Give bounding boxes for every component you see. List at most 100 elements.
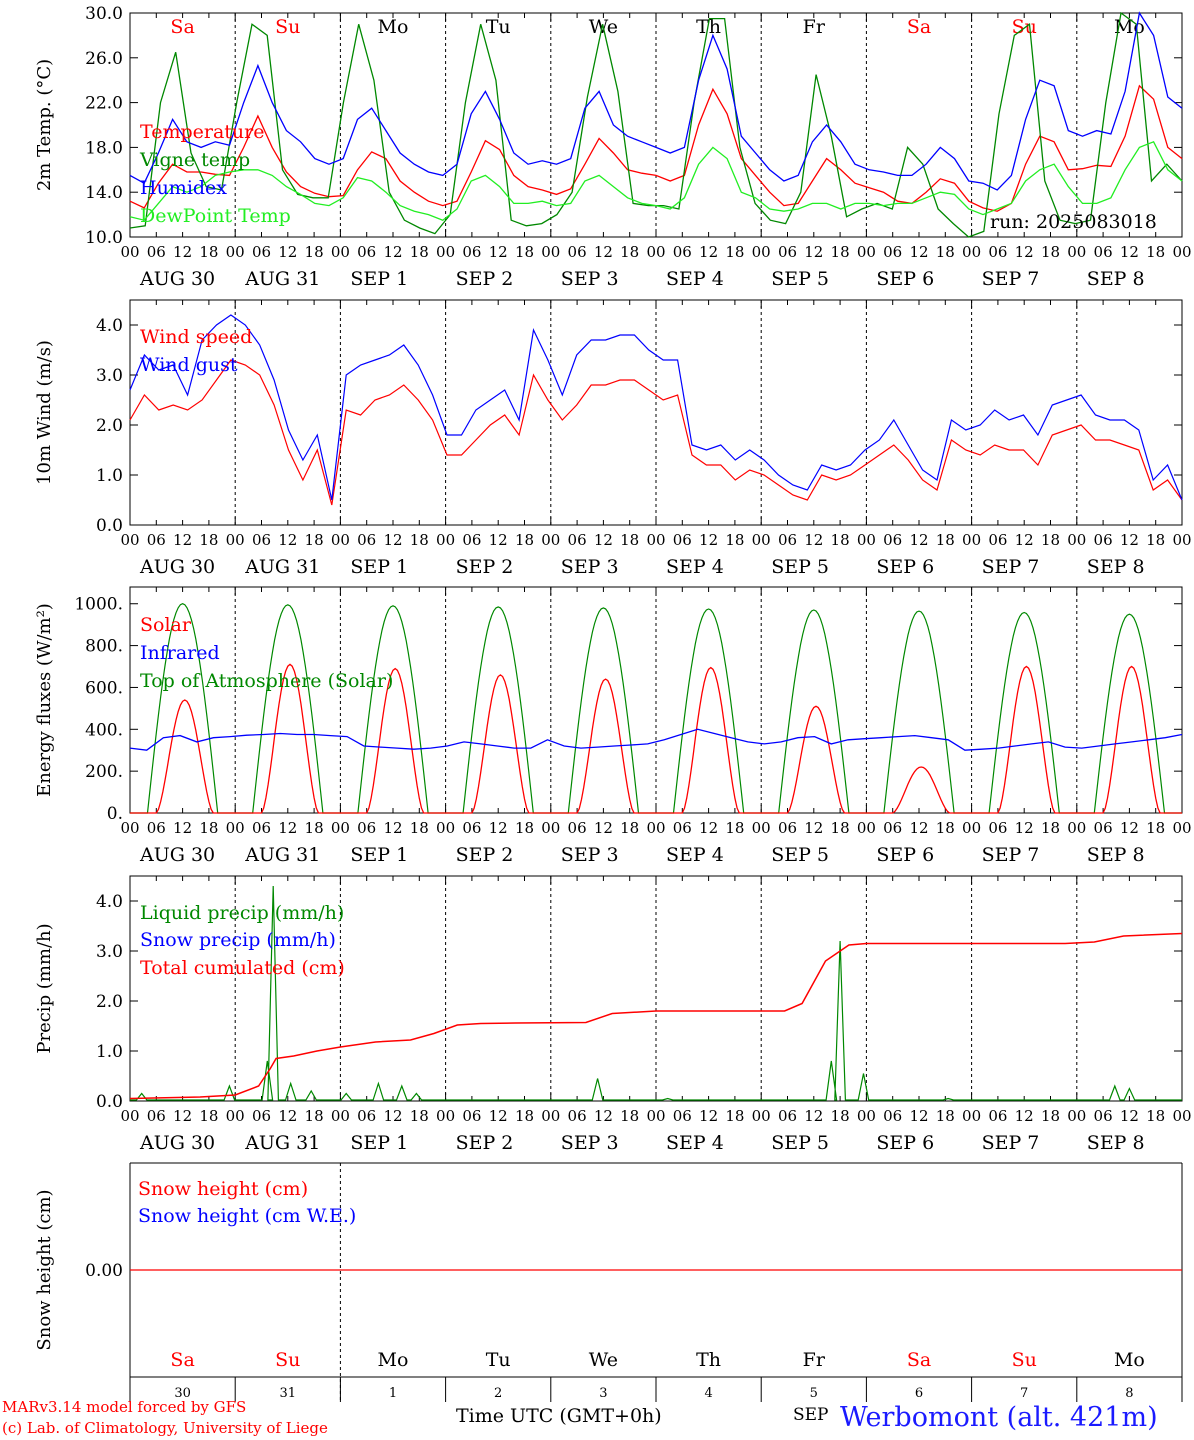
- hour-tick-label: 18: [410, 819, 429, 837]
- y-axis-label: Energy fluxes (W/m²): [34, 603, 55, 797]
- hour-tick-label: 12: [278, 1107, 297, 1125]
- copyright-credit: (c) Lab. of Climatology, University of L…: [2, 1419, 328, 1437]
- y-tick-label: 400.: [85, 720, 123, 740]
- hour-tick-label: 06: [673, 1107, 692, 1125]
- date-label: SEP 2: [456, 844, 514, 866]
- panel-3: 00 06 12 18 00 06 12 18 00 06 12 18 00 06 12 18 00 06 12 18…: [34, 586, 1192, 866]
- hour-tick-label: 18: [831, 531, 850, 549]
- hour-tick-label: 06: [568, 243, 587, 261]
- series-line: [130, 663, 1182, 814]
- hour-tick-label: 00: [1067, 819, 1086, 837]
- hour-tick-label: 00: [436, 819, 455, 837]
- hour-tick-label: 12: [173, 531, 192, 549]
- day-name: Tu: [486, 16, 511, 38]
- hour-tick-label: 18: [620, 1107, 639, 1125]
- date-label: SEP 5: [771, 268, 829, 290]
- day-name: Fr: [803, 16, 826, 38]
- hour-tick-label: 06: [1094, 1107, 1113, 1125]
- hour-tick-label: 06: [357, 531, 376, 549]
- hour-tick-label: 18: [1041, 819, 1060, 837]
- hour-tick-label: 06: [147, 819, 166, 837]
- hour-tick-label: 06: [1094, 243, 1113, 261]
- legend-entry: Total cumulated (cm): [140, 957, 345, 979]
- hour-tick-label: 18: [936, 819, 955, 837]
- date-label: SEP 1: [350, 268, 408, 290]
- day-name: Sa: [907, 1349, 931, 1371]
- legend-entry: DewPoint Temp: [140, 205, 291, 227]
- date-label: SEP 8: [1087, 1132, 1145, 1154]
- date-label: SEP 7: [982, 844, 1040, 866]
- hour-tick-label: 06: [462, 243, 481, 261]
- legend-entry: Vigne temp: [139, 149, 250, 171]
- hour-tick-label: 12: [278, 243, 297, 261]
- date-label: AUG 30: [139, 844, 215, 866]
- hour-tick-label: 00: [1067, 531, 1086, 549]
- legend-entry: Solar: [140, 614, 192, 636]
- day-name: Sa: [170, 1349, 194, 1371]
- day-name: Su: [275, 16, 300, 38]
- hour-tick-label: 06: [988, 819, 1007, 837]
- date-label: AUG 31: [244, 268, 320, 290]
- y-tick-label: 18.0: [85, 138, 123, 158]
- hour-tick-label: 00: [226, 819, 245, 837]
- hour-tick-label: 00: [752, 1107, 771, 1125]
- hour-tick-label: 18: [410, 243, 429, 261]
- hour-tick-label: 18: [1041, 531, 1060, 549]
- day-number: 30: [174, 1386, 191, 1401]
- hour-tick-label: 12: [699, 243, 718, 261]
- hour-tick-label: 18: [515, 243, 534, 261]
- hour-tick-label: 06: [568, 1107, 587, 1125]
- hour-tick-label: 18: [831, 243, 850, 261]
- hour-tick-label: 00: [857, 1107, 876, 1125]
- hour-tick-label: 18: [199, 1107, 218, 1125]
- legend-entry: Wind gust: [140, 354, 238, 376]
- hour-tick-label: 18: [305, 1107, 324, 1125]
- series-line: [129, 11, 1183, 191]
- panel-frame: [129, 299, 1183, 526]
- hour-tick-label: 12: [1015, 1107, 1034, 1125]
- hour-tick-label: 18: [410, 531, 429, 549]
- day-number: 3: [599, 1386, 607, 1401]
- day-name: Su: [1012, 1349, 1037, 1371]
- hour-tick-label: 12: [173, 819, 192, 837]
- hour-tick-label: 12: [278, 819, 297, 837]
- hour-tick-label: 18: [725, 531, 744, 549]
- hour-tick-label: 12: [383, 243, 402, 261]
- hour-tick-label: 00: [646, 819, 665, 837]
- date-label: SEP 6: [876, 556, 934, 578]
- hour-tick-label: 00: [962, 1107, 981, 1125]
- hour-tick-label: 06: [252, 819, 271, 837]
- y-axis-label: Precip (mm/h): [34, 923, 55, 1053]
- date-label: SEP 4: [666, 1132, 724, 1154]
- hour-tick-label: 18: [1146, 819, 1165, 837]
- hour-tick-label: 18: [831, 819, 850, 837]
- date-label: SEP 4: [666, 268, 724, 290]
- y-tick-label: 800.: [85, 637, 123, 657]
- hour-tick-label: 18: [831, 1107, 850, 1125]
- hour-tick-label: 18: [936, 1107, 955, 1125]
- hour-tick-label: 12: [489, 243, 508, 261]
- hour-tick-label: 12: [489, 819, 508, 837]
- hour-tick-label: 00: [331, 819, 350, 837]
- hour-tick-label: 00: [646, 531, 665, 549]
- date-label: SEP 8: [1087, 844, 1145, 866]
- hour-tick-label: 12: [1015, 243, 1034, 261]
- date-label: SEP 6: [876, 268, 934, 290]
- hour-tick-label: 12: [804, 531, 823, 549]
- date-label: SEP 6: [876, 1132, 934, 1154]
- date-label: SEP 8: [1087, 268, 1145, 290]
- hour-tick-label: 00: [1067, 243, 1086, 261]
- hour-tick-label: 06: [462, 531, 481, 549]
- hour-tick-label: 00: [226, 243, 245, 261]
- day-name: Th: [696, 16, 721, 38]
- y-tick-label: 1.0: [96, 466, 123, 486]
- hour-tick-label: 00: [962, 531, 981, 549]
- hour-tick-label: 12: [383, 531, 402, 549]
- hour-tick-label: 06: [147, 243, 166, 261]
- hour-tick-label: 00: [1067, 1107, 1086, 1125]
- hour-tick-label: 00: [857, 243, 876, 261]
- hour-tick-label: 18: [305, 819, 324, 837]
- hour-tick-label: 06: [988, 531, 1007, 549]
- hour-tick-label: 06: [357, 819, 376, 837]
- hour-tick-label: 18: [1041, 243, 1060, 261]
